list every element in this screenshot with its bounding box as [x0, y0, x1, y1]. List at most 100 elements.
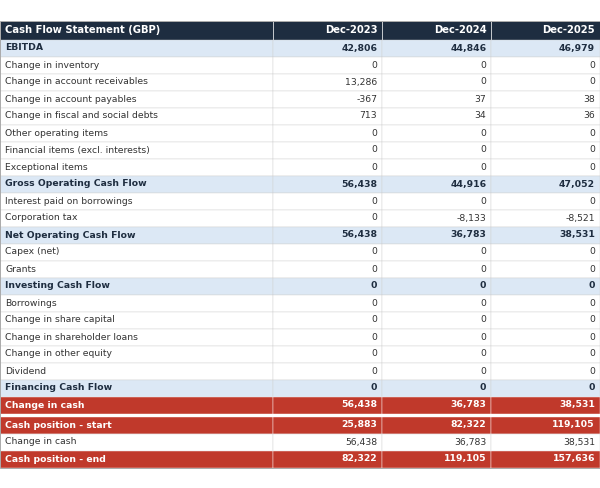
Text: Change in share capital: Change in share capital: [5, 316, 115, 325]
Text: 0: 0: [589, 366, 595, 375]
Bar: [491, 124, 600, 142]
Text: Investing Cash Flow: Investing Cash Flow: [5, 282, 110, 290]
Bar: [273, 142, 382, 159]
Bar: [273, 380, 382, 396]
Bar: [491, 261, 600, 278]
Text: 0: 0: [589, 247, 595, 257]
Text: 38,531: 38,531: [563, 438, 595, 447]
Text: 0: 0: [589, 282, 595, 290]
Bar: [0, 192, 273, 209]
Text: 0: 0: [589, 384, 595, 392]
Text: Net Operating Cash Flow: Net Operating Cash Flow: [5, 230, 136, 240]
Text: 0: 0: [481, 366, 487, 375]
Bar: [382, 74, 491, 90]
Bar: [382, 142, 491, 159]
Bar: [382, 90, 491, 107]
Text: Change in shareholder loans: Change in shareholder loans: [5, 332, 138, 342]
Bar: [382, 159, 491, 176]
Bar: [0, 159, 273, 176]
Bar: [382, 192, 491, 209]
Text: 82,322: 82,322: [341, 454, 377, 464]
Text: 157,636: 157,636: [553, 454, 595, 464]
Text: Financing Cash Flow: Financing Cash Flow: [5, 384, 112, 392]
Bar: [273, 311, 382, 328]
Text: 36,783: 36,783: [451, 230, 487, 240]
Bar: [382, 433, 491, 450]
Bar: [382, 209, 491, 226]
Bar: [0, 450, 273, 468]
Bar: [0, 433, 273, 450]
Text: 46,979: 46,979: [559, 43, 595, 53]
Bar: [0, 346, 273, 363]
Text: 0: 0: [371, 332, 377, 342]
Text: 119,105: 119,105: [553, 421, 595, 429]
Text: 0: 0: [371, 214, 377, 223]
Bar: [491, 159, 600, 176]
Bar: [273, 278, 382, 294]
Bar: [0, 40, 273, 57]
Text: Other operating items: Other operating items: [5, 128, 108, 138]
Text: 34: 34: [475, 111, 487, 121]
Text: 0: 0: [371, 282, 377, 290]
Bar: [382, 380, 491, 396]
Bar: [491, 433, 600, 450]
Text: 0: 0: [589, 197, 595, 205]
Text: 0: 0: [481, 61, 487, 69]
Bar: [273, 396, 382, 413]
Bar: [491, 450, 600, 468]
Bar: [0, 57, 273, 74]
Bar: [273, 433, 382, 450]
Text: 0: 0: [589, 163, 595, 171]
Bar: [0, 20, 273, 40]
Text: Change in fiscal and social debts: Change in fiscal and social debts: [5, 111, 158, 121]
Text: 0: 0: [589, 128, 595, 138]
Bar: [382, 261, 491, 278]
Text: -8,133: -8,133: [457, 214, 487, 223]
Bar: [491, 20, 600, 40]
Text: 0: 0: [589, 316, 595, 325]
Bar: [0, 278, 273, 294]
Bar: [382, 20, 491, 40]
Text: Dividend: Dividend: [5, 366, 46, 375]
Bar: [0, 261, 273, 278]
Bar: [0, 416, 273, 433]
Bar: [273, 159, 382, 176]
Bar: [491, 40, 600, 57]
Bar: [491, 142, 600, 159]
Bar: [382, 107, 491, 124]
Bar: [0, 124, 273, 142]
Bar: [273, 90, 382, 107]
Text: Dec-2024: Dec-2024: [434, 25, 487, 35]
Text: 36,783: 36,783: [451, 401, 487, 409]
Bar: [491, 192, 600, 209]
Bar: [382, 450, 491, 468]
Text: Cash position - start: Cash position - start: [5, 421, 112, 429]
Text: 0: 0: [371, 163, 377, 171]
Text: 0: 0: [371, 247, 377, 257]
Text: 0: 0: [371, 349, 377, 359]
Bar: [382, 176, 491, 192]
Bar: [382, 278, 491, 294]
Text: 0: 0: [480, 384, 487, 392]
Text: 42,806: 42,806: [341, 43, 377, 53]
Text: Change in account payables: Change in account payables: [5, 95, 137, 103]
Bar: [273, 244, 382, 261]
Bar: [0, 107, 273, 124]
Text: 0: 0: [481, 349, 487, 359]
Bar: [491, 278, 600, 294]
Text: 36,783: 36,783: [454, 438, 487, 447]
Bar: [382, 363, 491, 380]
Bar: [382, 416, 491, 433]
Text: 0: 0: [481, 316, 487, 325]
Text: 713: 713: [359, 111, 377, 121]
Text: 47,052: 47,052: [559, 180, 595, 188]
Bar: [382, 346, 491, 363]
Text: Change in cash: Change in cash: [5, 438, 77, 447]
Bar: [0, 209, 273, 226]
Text: Corporation tax: Corporation tax: [5, 214, 77, 223]
Text: 0: 0: [371, 61, 377, 69]
Bar: [0, 90, 273, 107]
Text: Change in inventory: Change in inventory: [5, 61, 99, 69]
Bar: [0, 380, 273, 396]
Bar: [491, 57, 600, 74]
